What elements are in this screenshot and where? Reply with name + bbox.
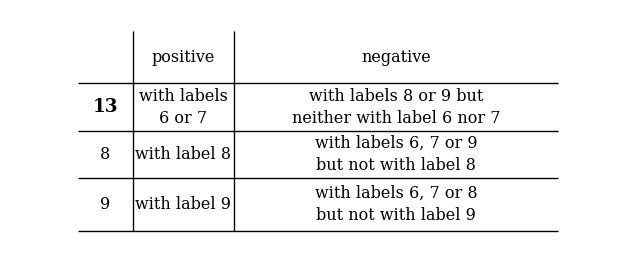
Text: with labels 6, 7 or 8
but not with label 9: with labels 6, 7 or 8 but not with label… xyxy=(314,185,477,224)
Text: with labels 6, 7 or 9
but not with label 8: with labels 6, 7 or 9 but not with label… xyxy=(314,135,477,174)
Text: positive: positive xyxy=(151,49,215,66)
Text: 9: 9 xyxy=(100,196,110,213)
Text: negative: negative xyxy=(361,49,431,66)
Text: 13: 13 xyxy=(92,98,118,116)
Text: with labels
6 or 7: with labels 6 or 7 xyxy=(139,88,228,127)
Text: 8: 8 xyxy=(100,146,110,163)
Text: with label 8: with label 8 xyxy=(135,146,231,163)
Text: with label 9: with label 9 xyxy=(135,196,231,213)
Text: with labels 8 or 9 but
neither with label 6 nor 7: with labels 8 or 9 but neither with labe… xyxy=(291,88,500,127)
